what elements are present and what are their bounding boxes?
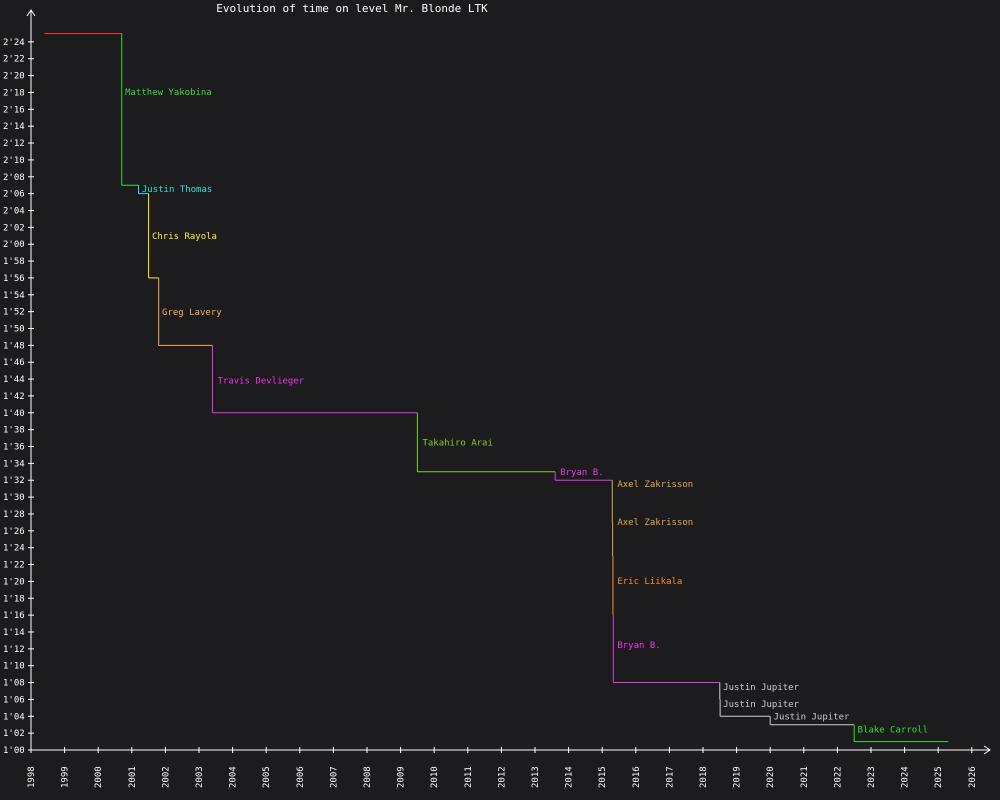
x-tick-label: 2026	[968, 766, 978, 788]
x-axis-ticks: 1998 1999 2000 2001 2002 2003 2004 2005 2006 2007…	[27, 747, 978, 788]
record-holder-label: Axel Zakrisson	[617, 480, 693, 490]
x-tick-label: 2007	[329, 766, 339, 788]
y-tick-label: 1'34	[3, 459, 25, 469]
x-tick-label: 2012	[497, 766, 507, 788]
y-tick-label: 2'22	[3, 55, 25, 65]
x-tick-label: 2018	[699, 766, 709, 788]
x-tick-label: 2000	[94, 766, 104, 788]
x-tick-label: 2023	[867, 766, 877, 788]
x-tick-label: 2024	[901, 766, 911, 788]
record-step-lines	[44, 32, 949, 743]
y-tick-label: 2'14	[3, 122, 25, 132]
x-tick-label: 2002	[161, 766, 171, 788]
y-tick-label: 2'18	[3, 88, 25, 98]
chart-title: Evolution of time on level Mr. Blonde LT…	[216, 2, 488, 15]
record-holder-label: Justin Jupiter	[774, 713, 850, 723]
y-tick-label: 1'58	[3, 257, 25, 267]
record-holder-label: Takahiro Arai	[422, 439, 492, 449]
record-holder-label: Bryan B.	[560, 468, 603, 478]
record-holder-label: Matthew Yakobina	[125, 88, 212, 98]
y-axis-ticks: 1'00 1'02 1'04 1'06 1'08 1'10 1'12 1'14 1'16 1'18…	[3, 38, 34, 756]
y-tick-label: 1'10	[3, 662, 25, 672]
y-tick-label: 1'30	[3, 493, 25, 503]
x-tick-label: 2017	[665, 766, 675, 788]
y-tick-label: 1'28	[3, 510, 25, 520]
y-tick-label: 2'16	[3, 105, 25, 115]
y-tick-label: 2'12	[3, 139, 25, 149]
x-tick-label: 2014	[565, 766, 575, 788]
y-tick-label: 1'52	[3, 308, 25, 318]
record-holder-label: Bryan B.	[617, 641, 660, 651]
y-tick-label: 1'46	[3, 358, 25, 368]
x-tick-label: 2025	[934, 766, 944, 788]
record-holder-label: Justin Thomas	[142, 185, 212, 195]
y-tick-label: 1'08	[3, 679, 25, 689]
record-holder-label: Blake Carroll	[858, 725, 928, 735]
x-tick-label: 2003	[195, 766, 205, 788]
x-tick-label: 2001	[128, 766, 138, 788]
y-tick-label: 1'00	[3, 746, 25, 756]
x-tick-label: 2015	[598, 766, 608, 788]
y-tick-label: 1'48	[3, 341, 25, 351]
y-tick-label: 1'18	[3, 594, 25, 604]
y-tick-label: 1'50	[3, 325, 25, 335]
y-tick-label: 1'26	[3, 527, 25, 537]
x-tick-label: 2016	[632, 766, 642, 788]
y-tick-label: 1'04	[3, 712, 25, 722]
y-tick-label: 2'00	[3, 240, 25, 250]
record-holder-labels: Matthew Yakobina Justin Thomas Chris Rayol…	[125, 88, 928, 735]
y-tick-label: 1'14	[3, 628, 25, 638]
record-holder-label: Justin Jupiter	[723, 683, 799, 693]
record-holder-label: Justin Jupiter	[723, 700, 799, 710]
y-tick-label: 1'24	[3, 544, 25, 554]
x-tick-label: 1998	[27, 766, 37, 788]
y-tick-label: 1'38	[3, 426, 25, 436]
x-tick-label: 2005	[262, 766, 272, 788]
x-tick-label: 1999	[61, 766, 71, 788]
record-holder-label: Travis Devlieger	[217, 376, 304, 386]
y-tick-label: 1'12	[3, 645, 25, 655]
x-tick-label: 2008	[363, 766, 373, 788]
y-axis-arrow	[26, 9, 36, 17]
x-tick-label: 2019	[733, 766, 743, 788]
y-tick-label: 1'44	[3, 375, 25, 385]
record-holder-label: Greg Lavery	[162, 308, 222, 318]
x-tick-label: 2009	[397, 766, 407, 788]
y-tick-label: 1'06	[3, 695, 25, 705]
y-tick-label: 2'02	[3, 223, 25, 233]
x-axis-arrow	[983, 745, 991, 755]
axes	[26, 9, 991, 755]
y-tick-label: 1'20	[3, 577, 25, 587]
y-tick-label: 1'32	[3, 476, 25, 486]
x-tick-label: 2011	[464, 766, 474, 788]
x-tick-label: 2004	[229, 766, 239, 788]
x-tick-label: 2006	[296, 766, 306, 788]
x-tick-label: 2021	[800, 766, 810, 788]
x-tick-label: 2010	[430, 766, 440, 788]
y-tick-label: 2'10	[3, 156, 25, 166]
x-tick-label: 2013	[531, 766, 541, 788]
y-tick-label: 1'56	[3, 274, 25, 284]
y-tick-label: 2'06	[3, 190, 25, 200]
y-tick-label: 2'08	[3, 173, 25, 183]
record-holder-label: Chris Rayola	[152, 232, 217, 242]
y-tick-label: 1'36	[3, 443, 25, 453]
y-tick-label: 1'42	[3, 392, 25, 402]
x-tick-label: 2022	[833, 766, 843, 788]
record-holder-label: Eric Liikala	[617, 577, 682, 587]
y-tick-label: 1'22	[3, 561, 25, 571]
y-tick-label: 1'40	[3, 409, 25, 419]
y-tick-label: 2'24	[3, 38, 25, 48]
x-tick-label: 2020	[766, 766, 776, 788]
record-holder-label: Axel Zakrisson	[617, 518, 693, 528]
y-tick-label: 2'04	[3, 206, 25, 216]
y-tick-label: 2'20	[3, 72, 25, 82]
y-tick-label: 1'16	[3, 611, 25, 621]
y-tick-label: 1'02	[3, 729, 25, 739]
y-tick-label: 1'54	[3, 291, 25, 301]
